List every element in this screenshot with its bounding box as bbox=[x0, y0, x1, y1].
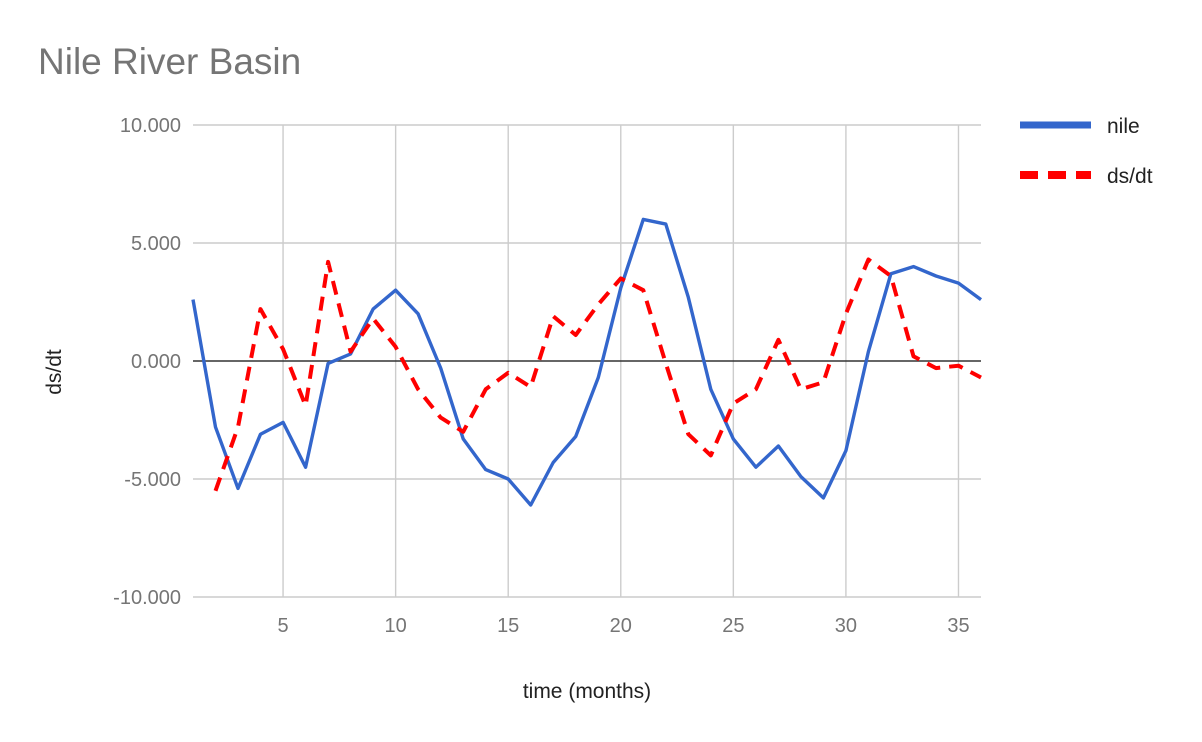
x-axis-label: time (months) bbox=[523, 680, 651, 703]
x-tick-label: 15 bbox=[497, 615, 519, 637]
y-tick-label: -10.000 bbox=[113, 587, 181, 609]
y-tick-label: 0.000 bbox=[131, 351, 181, 373]
y-tick-label: -5.000 bbox=[124, 469, 181, 491]
x-tick-label: 20 bbox=[610, 615, 632, 637]
y-axis-ticks: -10.000 -5.000 0.000 5.000 10.000 bbox=[113, 115, 181, 609]
x-axis-ticks: 5 10 15 20 25 30 35 bbox=[277, 615, 969, 637]
x-tick-label: 30 bbox=[835, 615, 857, 637]
y-tick-label: 10.000 bbox=[120, 115, 181, 137]
legend-label-nile: nile bbox=[1107, 115, 1140, 138]
legend-label-ds-dt: ds/dt bbox=[1107, 165, 1153, 188]
x-tick-label: 5 bbox=[277, 615, 288, 637]
x-tick-label: 25 bbox=[722, 615, 744, 637]
chart-title: Nile River Basin bbox=[38, 41, 301, 82]
legend: nile ds/dt bbox=[1020, 115, 1153, 188]
series-line-nile bbox=[191, 217, 983, 507]
y-tick-label: 5.000 bbox=[131, 233, 181, 255]
x-tick-label: 10 bbox=[385, 615, 407, 637]
series-layer bbox=[191, 217, 983, 507]
x-tick-label: 35 bbox=[947, 615, 969, 637]
y-axis-label: ds/dt bbox=[43, 349, 66, 395]
